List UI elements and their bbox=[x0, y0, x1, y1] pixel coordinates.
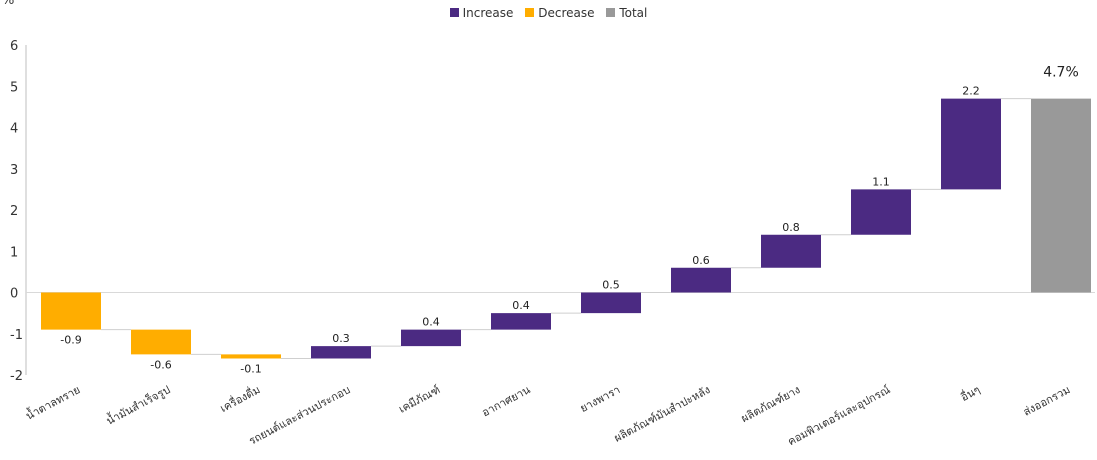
value-label: 0.3 bbox=[332, 332, 350, 345]
bar-3 bbox=[221, 354, 281, 359]
x-category-label: รถยนต์และส่วนประกอบ bbox=[247, 383, 353, 447]
x-category-label: อื่นๆ bbox=[958, 381, 983, 404]
value-label: 0.4 bbox=[422, 316, 440, 329]
bar-5 bbox=[401, 329, 461, 347]
y-tick-label: -1 bbox=[10, 328, 23, 343]
legend-item-total: Total bbox=[606, 6, 647, 20]
x-category-label: เคมีภัณฑ์ bbox=[397, 383, 443, 416]
bar-4 bbox=[311, 346, 371, 359]
y-tick-label: 3 bbox=[10, 163, 18, 178]
y-tick-label: 0 bbox=[10, 287, 18, 302]
bar-11 bbox=[941, 98, 1001, 190]
y-axis-unit: % bbox=[2, 0, 15, 8]
legend: Increase Decrease Total bbox=[0, 6, 1097, 20]
value-label: -0.9 bbox=[60, 334, 81, 347]
bar-7 bbox=[581, 292, 641, 314]
x-category-label: ยางพารา bbox=[578, 383, 623, 415]
legend-label-increase: Increase bbox=[462, 6, 514, 20]
x-category-label: ผลิตภัณฑ์ยาง bbox=[739, 383, 802, 425]
value-label: 0.4 bbox=[512, 299, 530, 312]
bar-2 bbox=[131, 329, 191, 355]
bar-1 bbox=[41, 292, 101, 330]
x-category-label: น้ำตาลทราย bbox=[23, 381, 83, 422]
y-tick-label: 1 bbox=[10, 245, 18, 260]
bar-6 bbox=[491, 313, 551, 330]
bar-9 bbox=[761, 234, 821, 268]
bar-8 bbox=[671, 267, 731, 293]
legend-label-decrease: Decrease bbox=[538, 6, 595, 20]
y-tick-label: 4 bbox=[10, 122, 18, 137]
legend-item-decrease: Decrease bbox=[525, 6, 595, 20]
legend-item-increase: Increase bbox=[449, 6, 514, 20]
legend-swatch-decrease bbox=[525, 8, 535, 17]
value-label: -0.6 bbox=[150, 358, 171, 371]
legend-label-total: Total bbox=[619, 6, 648, 20]
y-tick-label: 6 bbox=[10, 39, 18, 54]
value-label: 1.1 bbox=[872, 175, 890, 188]
value-label: 2.2 bbox=[962, 85, 980, 98]
value-label: -0.1 bbox=[240, 363, 261, 376]
value-label: 0.5 bbox=[602, 279, 620, 292]
x-category-label: น้ำมันสำเร็จรูป bbox=[103, 381, 172, 427]
bar-12 bbox=[1031, 98, 1091, 293]
legend-swatch-total bbox=[606, 8, 616, 17]
value-label: 0.6 bbox=[692, 254, 710, 267]
total-value-label: 4.7% bbox=[1043, 65, 1079, 81]
x-category-label: ส่งออกรวม bbox=[1021, 383, 1072, 419]
legend-swatch-increase bbox=[449, 8, 459, 17]
bar-10 bbox=[851, 189, 911, 235]
x-category-label: ผลิตภัณฑ์มันสำปะหลัง bbox=[612, 383, 712, 445]
y-tick-label: -2 bbox=[10, 369, 23, 384]
y-tick-label: 2 bbox=[10, 204, 18, 219]
y-tick-label: 5 bbox=[10, 80, 18, 95]
x-category-label: คอมพิวเตอร์และอุปกรณ์ bbox=[785, 383, 892, 448]
x-category-label: อากาศยาน bbox=[480, 383, 533, 419]
x-category-label: เครื่องดื่ม bbox=[217, 381, 262, 415]
value-label: 0.8 bbox=[782, 221, 800, 234]
